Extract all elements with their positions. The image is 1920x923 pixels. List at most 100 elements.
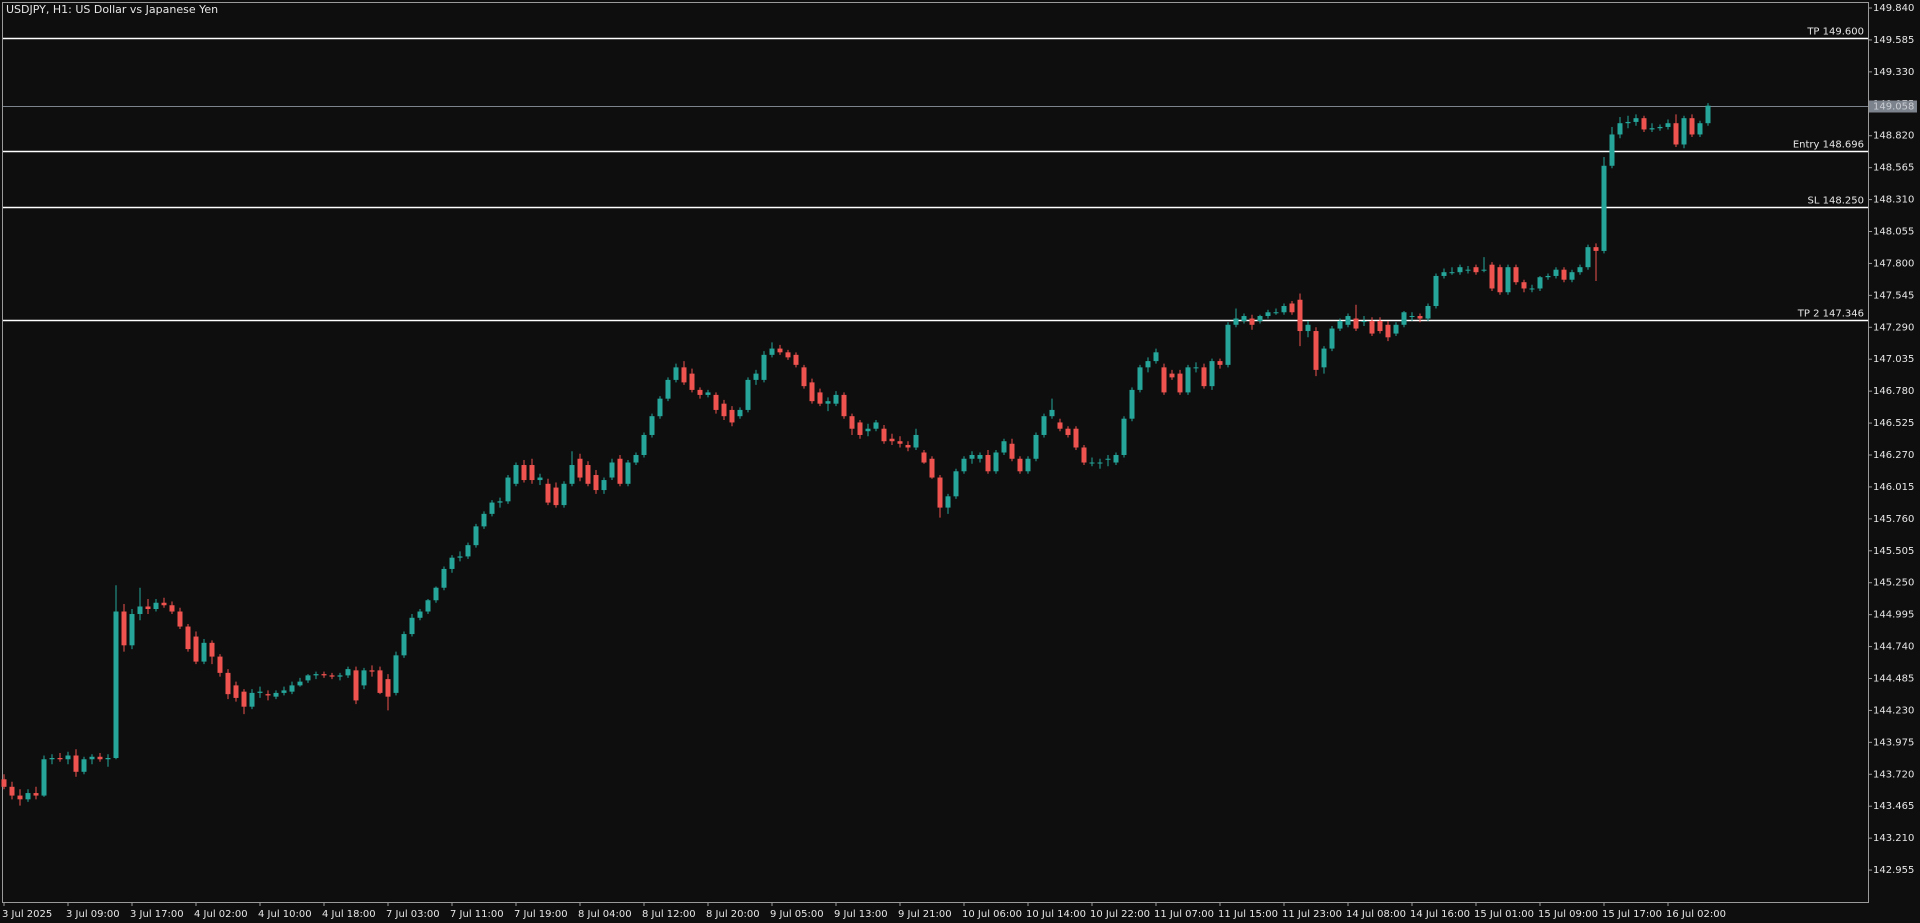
- x-tick-label: 8 Jul 12:00: [642, 909, 696, 920]
- candle-body: [1025, 458, 1031, 472]
- candle-body: [1425, 306, 1431, 319]
- candle-body: [817, 392, 823, 404]
- candle-body: [1001, 441, 1007, 453]
- x-tick-label: 16 Jul 02:00: [1666, 909, 1726, 920]
- candle-body: [1073, 428, 1079, 448]
- candle-body: [929, 458, 935, 478]
- candle-body: [713, 394, 719, 410]
- candle-body: [1625, 121, 1631, 124]
- x-tick-label: 10 Jul 22:00: [1090, 909, 1150, 920]
- x-tick-label: 14 Jul 16:00: [1410, 909, 1470, 920]
- candle-body: [1697, 123, 1703, 135]
- y-tick-label: 144.740: [1873, 642, 1914, 653]
- candle-body: [593, 475, 599, 491]
- candle-body: [1233, 318, 1239, 325]
- candle-body: [993, 452, 999, 472]
- candle-body: [937, 477, 943, 508]
- candle-body: [1121, 418, 1127, 456]
- candle-body: [1249, 318, 1255, 325]
- candle-body: [1497, 267, 1503, 293]
- candle-body: [945, 496, 951, 508]
- candle-body: [33, 793, 39, 796]
- candle-body: [1449, 272, 1455, 274]
- candle-body: [953, 471, 959, 497]
- x-tick-label: 4 Jul 18:00: [322, 909, 376, 920]
- x-tick-label: 3 Jul 09:00: [66, 909, 120, 920]
- candle-body: [449, 557, 455, 569]
- y-tick-label: 142.955: [1873, 865, 1914, 876]
- candle-body: [1481, 269, 1487, 271]
- candle-body: [489, 502, 495, 514]
- y-tick-label: 143.975: [1873, 737, 1914, 748]
- candle-body: [137, 606, 143, 615]
- candle-body: [873, 422, 879, 429]
- candle-body: [1081, 447, 1087, 463]
- candle-body: [1041, 416, 1047, 435]
- candle-body: [225, 672, 231, 695]
- candle-body: [249, 692, 255, 707]
- y-tick-label: 145.505: [1873, 546, 1914, 557]
- candle-body: [897, 441, 903, 444]
- candle-body: [769, 348, 775, 355]
- candle-body: [1337, 321, 1343, 329]
- candle-body: [1345, 316, 1351, 325]
- x-tick-label: 11 Jul 07:00: [1154, 909, 1214, 920]
- y-tick-label: 146.525: [1873, 418, 1914, 429]
- candle-body: [809, 382, 815, 402]
- candle-body: [921, 452, 927, 463]
- candle-body: [1593, 247, 1599, 251]
- y-tick-label: 148.565: [1873, 163, 1914, 174]
- candle-body: [201, 642, 207, 662]
- candle-body: [865, 428, 871, 432]
- y-tick-label: 147.545: [1873, 290, 1914, 301]
- y-tick-label: 144.485: [1873, 674, 1914, 685]
- level-label: TP 149.600: [1806, 27, 1864, 38]
- y-tick-label: 145.760: [1873, 514, 1914, 525]
- candle-body: [361, 670, 367, 686]
- candle-body: [1409, 316, 1415, 318]
- candle-body: [497, 501, 503, 503]
- candle-body: [209, 642, 215, 657]
- x-tick-label: 10 Jul 06:00: [962, 909, 1022, 920]
- candle-body: [1137, 367, 1143, 390]
- candle-body: [25, 793, 31, 800]
- y-tick-label: 143.465: [1873, 801, 1914, 812]
- x-tick-label: 9 Jul 05:00: [770, 909, 824, 920]
- plot-frame: [2, 2, 1869, 903]
- candle-body: [65, 755, 71, 760]
- y-tick-label: 143.210: [1873, 833, 1914, 844]
- candle-body: [969, 455, 975, 459]
- candle-body: [1513, 267, 1519, 283]
- candle-body: [1609, 134, 1615, 166]
- candle-body: [465, 545, 471, 557]
- y-tick-label: 149.585: [1873, 35, 1914, 46]
- candle-body: [305, 675, 311, 681]
- candle-body: [257, 691, 263, 693]
- candle-body: [345, 669, 351, 676]
- level-label: Entry 148.696: [1793, 140, 1864, 151]
- candle-body: [1329, 328, 1335, 349]
- candle-body: [1009, 443, 1015, 459]
- candle-body: [1, 779, 7, 787]
- candle-body: [1377, 321, 1383, 332]
- candle-body: [857, 422, 863, 435]
- candle-body: [1521, 282, 1527, 289]
- candle-body: [1289, 303, 1295, 313]
- candle-body: [1417, 316, 1423, 319]
- x-tick-label: 14 Jul 08:00: [1346, 909, 1406, 920]
- candle-body: [1129, 389, 1135, 419]
- candle-body: [569, 465, 575, 484]
- candle-body: [473, 526, 479, 546]
- candle-body: [1313, 331, 1319, 370]
- candle-body: [1457, 267, 1463, 273]
- candle-body: [1385, 324, 1391, 338]
- candle-body: [1153, 352, 1159, 362]
- x-tick-label: 11 Jul 15:00: [1218, 909, 1278, 920]
- candle-body: [1401, 312, 1407, 325]
- candle-body: [297, 681, 303, 686]
- candle-body: [1145, 361, 1151, 368]
- candle-body: [1601, 165, 1607, 251]
- candle-body: [313, 674, 319, 676]
- candle-body: [185, 626, 191, 650]
- y-tick-label: 148.310: [1873, 195, 1914, 206]
